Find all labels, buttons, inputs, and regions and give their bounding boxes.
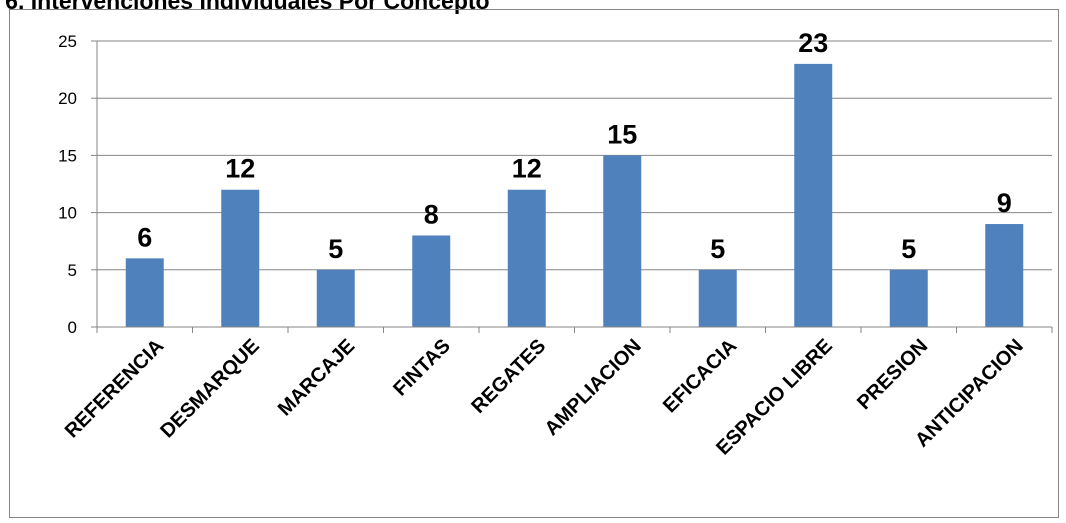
bar	[603, 155, 642, 327]
bar	[698, 269, 737, 327]
x-tick-label: MARCAJE	[274, 335, 359, 420]
bars	[125, 63, 1024, 327]
chart-title: a 6. Intervenciones Individuales Por Con…	[0, 0, 490, 14]
data-label: 12	[225, 154, 255, 184]
data-label: 23	[798, 28, 828, 58]
data-label: 5	[710, 234, 725, 264]
chart-frame	[9, 9, 1059, 518]
data-label: 5	[901, 234, 916, 264]
x-tick-label: EFICACIA	[659, 335, 741, 417]
x-tick-label: PRESION	[853, 335, 932, 414]
data-label: 6	[137, 222, 152, 252]
bar	[412, 235, 451, 327]
x-tick-label: FINTAS	[389, 335, 455, 401]
y-tick-label: 20	[58, 89, 77, 108]
y-tick-label: 0	[68, 318, 77, 337]
y-tick-label: 25	[58, 32, 77, 51]
data-label: 15	[607, 119, 637, 149]
data-label: 5	[328, 234, 343, 264]
x-tick-label: REFERENCIA	[61, 335, 168, 442]
y-tick-label: 5	[68, 261, 77, 280]
bar	[889, 269, 928, 327]
data-label: 8	[424, 199, 439, 229]
bar	[125, 258, 164, 327]
bar	[316, 269, 355, 327]
y-axis: 0 5 10 15 20 25	[58, 32, 98, 337]
bar	[221, 189, 260, 327]
data-label: 12	[512, 154, 542, 184]
bar	[507, 189, 546, 327]
x-tick-label: AMPLIACION	[541, 335, 646, 440]
data-labels: 6 12 5 8 12 15 5 23 5 9	[137, 28, 1012, 264]
data-label: 9	[997, 188, 1012, 218]
bar	[794, 63, 833, 327]
bar	[985, 224, 1024, 327]
x-tick-label: REGATES	[467, 335, 550, 418]
y-tick-label: 15	[58, 146, 77, 165]
x-tick-label: DESMARQUE	[156, 335, 263, 442]
y-tick-label: 10	[58, 204, 77, 223]
